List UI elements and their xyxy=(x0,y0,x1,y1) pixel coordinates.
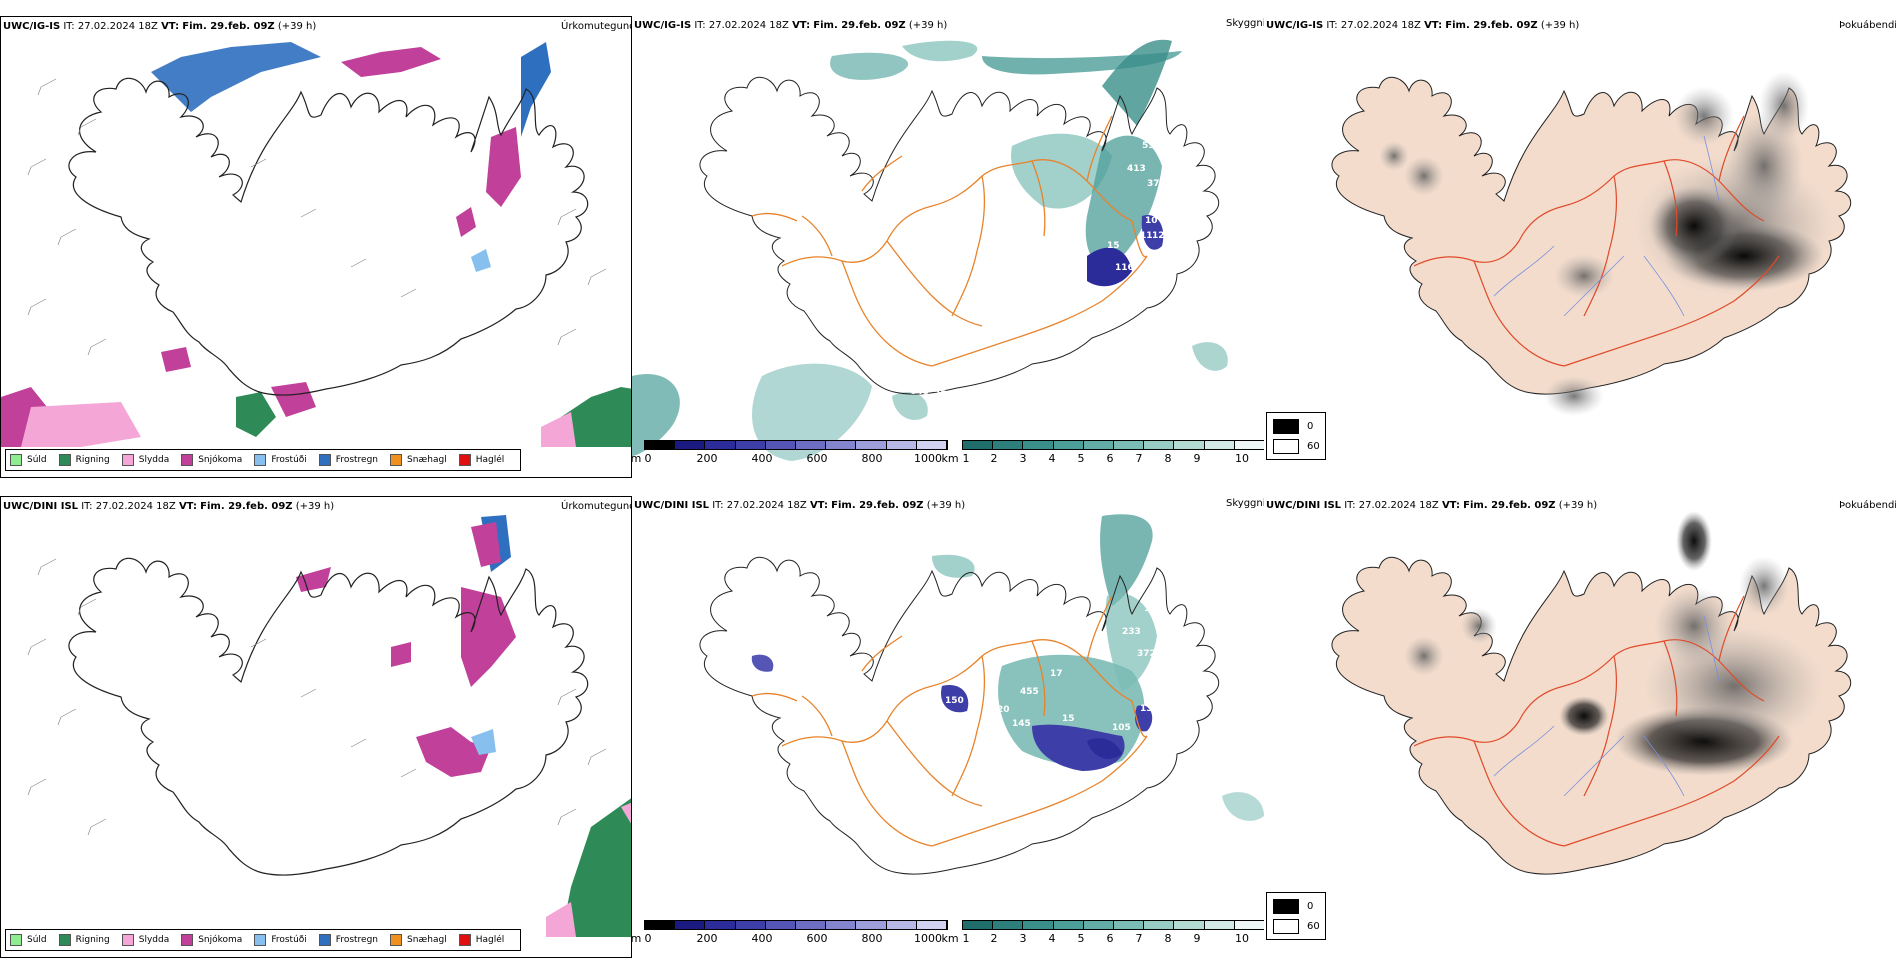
legend-item: Haglél xyxy=(458,934,504,946)
visibility-label: 413 xyxy=(1127,164,1146,174)
precip-type-legend: Súld Rigning Slydda Snjókoma Frostúði Fr… xyxy=(5,449,522,471)
legend-item: Frostúði xyxy=(254,454,307,466)
visibility-label: 372 xyxy=(1137,649,1156,659)
visibility-panel-ig: UWC/IG-IS IT: 27.02.2024 18Z VT: Fim. 29… xyxy=(632,16,1264,478)
precip-type-panel-ig: UWC/IG-IS IT: 27.02.2024 18Z VT: Fim. 29… xyxy=(0,16,632,478)
legend-item: Snjókoma xyxy=(181,934,242,946)
precip-type-map xyxy=(1,42,631,447)
visibility-label: 13 xyxy=(1140,704,1153,714)
legend-item: Haglél xyxy=(458,454,504,466)
legend-item: Slydda xyxy=(121,934,169,946)
visibility-value-labels: 102 233 372 17 455 150 20 145 15 13 105 xyxy=(945,604,1163,733)
visibility-map: 102 233 372 17 455 150 20 145 15 13 105 xyxy=(699,514,1264,875)
precip-type-map xyxy=(27,515,631,937)
visibility-km-colorbar xyxy=(962,920,1264,930)
fog-indicator-map xyxy=(1331,511,1852,875)
visibility-label: 12 xyxy=(1152,231,1165,241)
visibility-label: 37 xyxy=(1147,179,1160,189)
visibility-label: 455 xyxy=(1020,687,1039,697)
visibility-label: 20 xyxy=(997,705,1010,715)
legend-item: Rigning xyxy=(58,934,110,946)
visibility-label: 648 xyxy=(910,387,929,397)
legend-item: Súld xyxy=(10,454,47,466)
visibility-m-colorbar xyxy=(644,440,948,450)
visibility-label: 150 xyxy=(945,696,964,706)
legend-item: Rigning xyxy=(58,454,110,466)
visibility-legend: m 0 200 400 600 800 1000 km 1 2 3 4 5 6 … xyxy=(632,916,1264,958)
visibility-panel-dini: UWC/DINI ISL IT: 27.02.2024 18Z VT: Fim.… xyxy=(632,496,1264,958)
fog-indicator-map xyxy=(1281,71,1852,458)
legend-item: Snæhagl xyxy=(390,454,447,466)
panel-header: UWC/IG-IS IT: 27.02.2024 18Z VT: Fim. 29… xyxy=(1266,20,1580,31)
panel-title: Skyggni xyxy=(1226,18,1264,29)
fog-indicator-panel-dini: UWC/DINI ISL IT: 27.02.2024 18Z VT: Fim.… xyxy=(1264,496,1896,958)
panel-header: UWC/DINI ISL IT: 27.02.2024 18Z VT: Fim.… xyxy=(634,500,966,511)
visibility-label: 105 xyxy=(1112,723,1131,733)
visibility-label: 534 xyxy=(1142,141,1161,151)
fog-legend: 0 60 xyxy=(1266,412,1326,460)
panel-title: Skyggni xyxy=(1226,498,1264,509)
fog-legend-item: 0 xyxy=(1273,419,1313,434)
legend-item: Snæhagl xyxy=(390,934,447,946)
fog-legend-item: 0 xyxy=(1273,899,1313,914)
visibility-m-colorbar xyxy=(644,920,948,930)
visibility-label: 116 xyxy=(1115,263,1134,273)
visibility-label: 11 xyxy=(1140,231,1153,241)
visibility-map: 534 413 37 10 11 12 15 116 648 37 xyxy=(632,39,1228,461)
legend-item: Slydda xyxy=(121,454,169,466)
fog-legend-item: 60 xyxy=(1273,439,1320,454)
fog-indicator-panel-ig: UWC/IG-IS IT: 27.02.2024 18Z VT: Fim. 29… xyxy=(1264,16,1896,478)
legend-item: Frostregn xyxy=(318,454,378,466)
fog-legend: 0 60 xyxy=(1266,892,1326,940)
visibility-label: 233 xyxy=(1122,627,1141,637)
panel-title: Þokuábendi xyxy=(1839,20,1896,31)
visibility-label: 10 xyxy=(1145,216,1158,226)
visibility-tick-labels: m 0 200 400 600 800 1000 km 1 2 3 4 5 6 … xyxy=(632,932,1249,945)
visibility-label: 145 xyxy=(1012,719,1031,729)
visibility-label: 37 xyxy=(934,390,947,400)
panel-header: UWC/IG-IS IT: 27.02.2024 18Z VT: Fim. 29… xyxy=(3,21,317,32)
panel-header: UWC/DINI ISL IT: 27.02.2024 18Z VT: Fim.… xyxy=(1266,500,1598,511)
panel-title: Úrkomutegund xyxy=(561,21,632,32)
panel-header: UWC/IG-IS IT: 27.02.2024 18Z VT: Fim. 29… xyxy=(634,20,948,31)
fog-legend-item: 60 xyxy=(1273,919,1320,934)
visibility-km-colorbar xyxy=(962,440,1264,450)
visibility-value-labels: 534 413 37 10 11 12 15 116 648 37 xyxy=(910,141,1165,400)
visibility-label: 17 xyxy=(1050,669,1063,679)
legend-item: Frostregn xyxy=(318,934,378,946)
visibility-tick-labels: m 0 200 400 600 800 1000 km 1 2 3 4 5 6 … xyxy=(632,452,1249,465)
visibility-label: 15 xyxy=(1062,714,1075,724)
legend-item: Snjókoma xyxy=(181,454,242,466)
precip-type-legend: Súld Rigning Slydda Snjókoma Frostúði Fr… xyxy=(5,929,522,951)
panel-header: UWC/DINI ISL IT: 27.02.2024 18Z VT: Fim.… xyxy=(3,501,335,512)
legend-item: Súld xyxy=(10,934,47,946)
visibility-label: 102 xyxy=(1144,604,1163,614)
panel-title: Þokuábendi xyxy=(1839,500,1896,511)
visibility-legend: m 0 200 400 600 800 1000 km 1 2 3 4 5 6 … xyxy=(632,436,1264,478)
legend-item: Frostúði xyxy=(254,934,307,946)
visibility-label: 15 xyxy=(1107,241,1120,251)
precip-type-panel-dini: UWC/DINI ISL IT: 27.02.2024 18Z VT: Fim.… xyxy=(0,496,632,958)
panel-title: Úrkomutegund xyxy=(561,501,632,512)
